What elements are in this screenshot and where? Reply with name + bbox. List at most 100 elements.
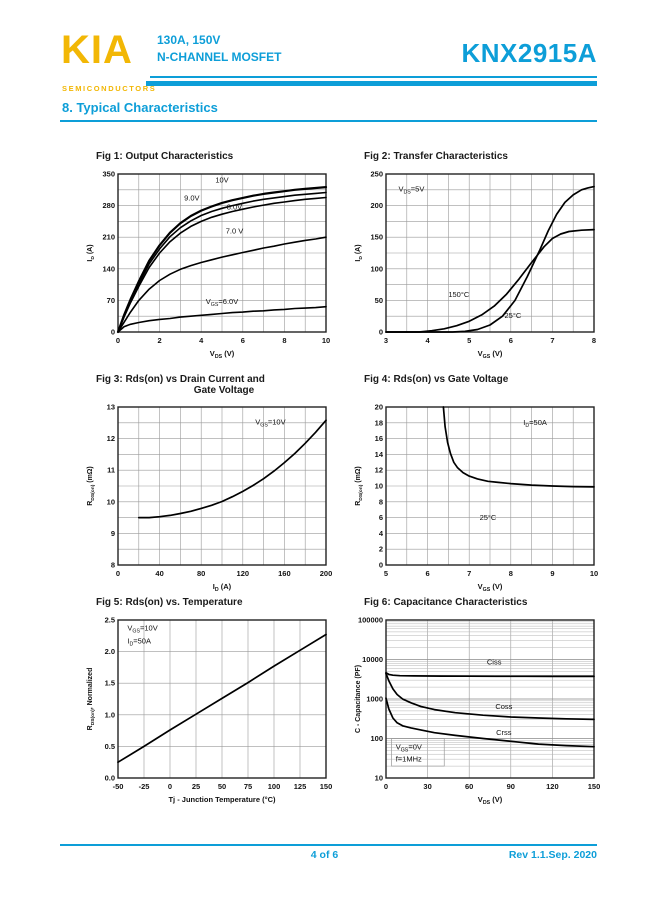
fig2-curve-label-t25: 25°C: [504, 311, 521, 320]
fig4-ytick: 0: [379, 561, 383, 570]
fig5-annotation-0: VGS=10V: [127, 624, 157, 635]
fig6-xtick: 0: [384, 782, 388, 791]
fig3-xtick: 200: [320, 569, 333, 578]
fig4-xtick: 5: [384, 569, 388, 578]
fig6-curve-label-coss: Coss: [495, 702, 512, 711]
section-underline: [60, 120, 597, 122]
fig1-xlabel: VDS (V): [210, 349, 235, 360]
device-type: N-CHANNEL MOSFET: [157, 50, 282, 64]
fig4-xlabel: VGS (V): [478, 582, 503, 593]
fig1-ylabel: ID (A): [87, 244, 96, 261]
fig5-xtick: -50: [113, 782, 124, 791]
fig1-curve-label-vgs10: 10V: [215, 176, 228, 185]
fig3-ylabel: RDS(on) (mΩ): [87, 466, 96, 506]
fig1-curve-vgs6: [117, 305, 327, 333]
fig6-xtick: 120: [546, 782, 559, 791]
fig1-xtick: 10: [322, 336, 330, 345]
fig6-curve-ciss: [385, 671, 595, 678]
fig1-curve-label-vgs9: 9.0V: [184, 194, 199, 203]
fig1-curve-vgs9: [117, 191, 327, 333]
fig1-ytick: 210: [102, 233, 115, 242]
fig3-xtick: 0: [116, 569, 120, 578]
fig2-xtick: 8: [592, 336, 596, 345]
fig2-curve-label-t150: 150°C: [448, 290, 470, 299]
figures-grid: Fig 1: Output Characteristics 10V 9.0V 8.0…: [84, 151, 602, 806]
fig4-ytick: 4: [379, 529, 384, 538]
fig3-annotation-0: VGS=10V: [255, 417, 285, 428]
fig2-plot-border: [385, 173, 595, 333]
fig2-ylabel: ID (A): [355, 244, 364, 261]
fig1-curve-vgs10: [116, 186, 328, 334]
fig5-plot-border: [117, 619, 327, 779]
fig6-curve-crss: [385, 697, 595, 748]
fig1-curve-vgs8: [117, 196, 327, 333]
fig1-ytick: 70: [107, 296, 115, 305]
fig6-xtick: 30: [423, 782, 431, 791]
fig4-xtick: 8: [509, 569, 513, 578]
device-rating: 130A, 150V: [157, 33, 221, 47]
header-rule-thin: [150, 76, 597, 78]
fig2-ytick: 200: [370, 201, 383, 210]
fig3-ytick: 13: [107, 403, 115, 412]
fig5-ytick: 0.0: [105, 774, 115, 783]
fig2-ytick: 250: [370, 170, 383, 179]
fig1-xtick: 2: [158, 336, 162, 345]
fig4-curve-rdson-vgs: [442, 406, 595, 488]
fig1-grid: [118, 174, 326, 332]
fig2-ytick: 0: [379, 328, 383, 337]
fig1-chart: 10V 9.0V 8.0V 7.0 V VGS=6.0V 0 2 4 6 8 10 0 70 140 210…: [87, 170, 330, 361]
figure-1: Fig 1: Output Characteristics 10V 9.0V 8.0…: [84, 151, 334, 360]
fig5-xtick: -25: [139, 782, 150, 791]
fig4-xtick: 7: [467, 569, 471, 578]
fig3-xtick: 40: [155, 569, 163, 578]
figure-3: Fig 3: Rds(on) vs Drain Current and Gate…: [84, 374, 334, 593]
fig3-ytick: 11: [107, 466, 115, 475]
fig2-xtick: 7: [550, 336, 554, 345]
fig4-ytick: 2: [379, 545, 383, 554]
fig6-curve-label-crss: Crss: [496, 728, 512, 737]
fig4-ytick: 10: [375, 482, 383, 491]
fig1-ytick: 280: [102, 201, 115, 210]
fig4-annotation-0: ID=50A: [523, 418, 547, 429]
fig5-ytick: 1.5: [105, 679, 115, 688]
fig2-xlabel: VGS (V): [478, 349, 503, 360]
fig1-ytick: 350: [102, 170, 115, 179]
fig1-ytick: 0: [111, 328, 115, 337]
figure-6: Fig 6: Capacitance Characteristics Ciss C…: [352, 597, 602, 806]
fig4-ytick: 18: [375, 418, 383, 427]
fig6-curve-label-ciss: Ciss: [487, 657, 502, 666]
fig5-title: Fig 5: Rds(on) vs. Temperature: [96, 597, 243, 608]
fig6-xlabel: VDS (V): [478, 795, 503, 806]
device-summary: 130A, 150V N-CHANNEL MOSFET: [157, 33, 281, 64]
fig2-curve-t150: [385, 228, 595, 333]
fig4-ytick: 12: [375, 466, 383, 475]
fig2-xtick: 4: [426, 336, 431, 345]
fig5-xtick: 50: [218, 782, 226, 791]
fig5-xtick: 25: [192, 782, 200, 791]
fig4-plot-border: [385, 406, 595, 566]
section-title: 8. Typical Characteristics: [62, 100, 218, 115]
fig3-xtick: 160: [278, 569, 291, 578]
fig3-xtick: 80: [197, 569, 205, 578]
fig2-xtick: 6: [509, 336, 513, 345]
fig2-annotation-0: VDS=5V: [398, 185, 424, 196]
fig1-xtick: 0: [116, 336, 120, 345]
fig6-grid: [386, 620, 594, 778]
fig1-xtick: 6: [241, 336, 245, 345]
fig3-curve-rdson-id: [137, 419, 327, 519]
fig6-chart: Ciss Coss Crss VGS=0Vf=1MHz 0 30 60 90 120 150 10 1…: [355, 616, 601, 807]
fig6-xtick: 150: [588, 782, 601, 791]
fig4-xtick: 9: [550, 569, 554, 578]
fig2-xtick: 3: [384, 336, 388, 345]
fig5-curve-norm: [117, 633, 327, 764]
fig6-annotation-2: f=1MHz: [396, 755, 422, 764]
fig6-annotation-box: [391, 738, 445, 767]
fig6-title: Fig 6: Capacitance Characteristics: [364, 597, 528, 608]
fig3-ytick: 10: [107, 497, 115, 506]
kia-logo: KIA: [61, 28, 133, 72]
header-rule-thick: [146, 81, 597, 86]
fig3-xtick: 120: [237, 569, 250, 578]
fig2-grid: [386, 174, 594, 332]
footer-page-number: 4 of 6: [310, 849, 339, 861]
fig4-ytick: 8: [379, 497, 383, 506]
